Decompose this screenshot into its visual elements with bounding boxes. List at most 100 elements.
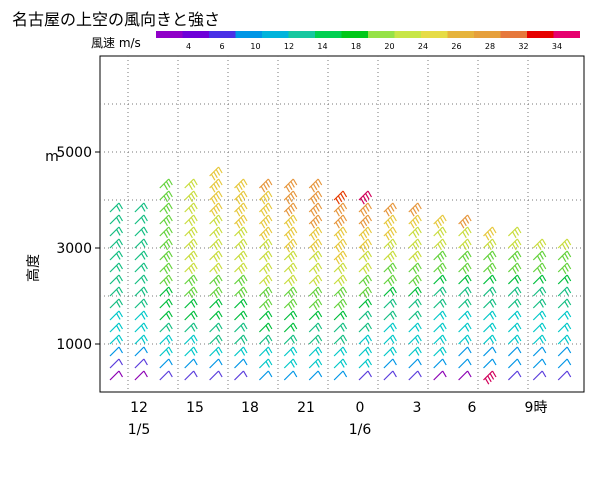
barb-feather	[367, 202, 373, 210]
barb-feather	[140, 277, 146, 284]
barb-feather	[392, 286, 397, 294]
barb-feather	[417, 358, 422, 366]
x-tick-label: 3	[413, 400, 422, 416]
barb-shaft	[358, 370, 369, 381]
wind-barb	[507, 322, 522, 333]
barb-feather	[118, 202, 124, 210]
wind-barb	[283, 274, 298, 287]
barb-feather	[240, 349, 246, 356]
barb-shaft	[358, 298, 369, 309]
barb-feather	[365, 229, 370, 236]
wind-barb	[507, 310, 522, 321]
wind-barb	[109, 334, 124, 345]
barb-feather	[290, 181, 295, 188]
barb-feather	[143, 202, 148, 210]
wind-barb	[383, 322, 397, 333]
barb-feather	[514, 229, 520, 236]
barb-feather	[140, 229, 146, 236]
barb-feather	[290, 217, 295, 224]
barb-feather	[317, 214, 323, 222]
barb-feather	[467, 238, 472, 246]
barb-feather	[267, 226, 273, 234]
wind-barb	[507, 250, 522, 263]
barb-feather	[389, 349, 395, 356]
wind-barb	[234, 286, 248, 299]
barb-shaft	[333, 322, 344, 333]
barb-shaft	[333, 286, 344, 297]
barb-feather	[310, 221, 316, 229]
barb-feather	[168, 250, 173, 258]
wind-barb	[458, 334, 472, 345]
barb-feather	[417, 238, 422, 246]
barb-feather	[389, 241, 395, 248]
barb-feather	[312, 219, 318, 227]
wind-barb	[532, 346, 547, 357]
barb-feather	[218, 358, 223, 366]
barb-feather	[362, 243, 368, 251]
wind-barb	[109, 238, 124, 249]
barb-feather	[193, 250, 198, 258]
barb-feather	[190, 313, 196, 320]
barb-shaft	[483, 262, 493, 273]
barb-feather	[287, 207, 293, 215]
barb-feather	[143, 238, 148, 246]
barb-feather	[337, 231, 343, 239]
barb-shaft	[234, 286, 244, 297]
barb-feather	[340, 253, 345, 260]
barb-feather	[467, 250, 472, 258]
wind-barb	[258, 298, 273, 311]
barb-shaft	[209, 262, 220, 273]
barb-feather	[389, 301, 395, 308]
barb-feather	[210, 197, 216, 205]
wind-barb	[258, 370, 273, 381]
barb-feather	[240, 229, 246, 236]
barb-feather	[265, 181, 271, 188]
wind-barb	[283, 190, 298, 205]
barb-feather	[541, 310, 547, 318]
barb-shaft	[433, 286, 444, 297]
barb-feather	[116, 289, 121, 296]
barb-feather	[389, 325, 395, 332]
barb-shaft	[134, 346, 145, 357]
barb-shaft	[458, 370, 469, 381]
wind-barb	[234, 334, 248, 345]
barb-feather	[292, 286, 298, 294]
barb-feather	[163, 231, 169, 239]
wind-barb	[258, 310, 273, 321]
barb-feather	[536, 255, 542, 263]
wind-barb	[209, 166, 223, 181]
barb-feather	[365, 205, 370, 212]
barb-feather	[140, 313, 146, 320]
barb-feather	[143, 346, 148, 354]
barb-shaft	[433, 358, 444, 369]
barb-feather	[566, 346, 572, 354]
barb-feather	[317, 334, 323, 342]
barb-feather	[414, 253, 420, 260]
barb-shaft	[532, 334, 543, 345]
barb-feather	[342, 238, 348, 246]
barb-shaft	[557, 274, 568, 285]
barb-feather	[317, 358, 323, 366]
barb-feather	[165, 193, 171, 200]
barb-feather	[218, 166, 223, 174]
barb-feather	[263, 267, 268, 275]
barb-feather	[193, 334, 198, 342]
barb-feather	[287, 231, 293, 239]
barb-shaft	[458, 334, 469, 345]
wind-barb	[358, 286, 373, 299]
barb-shaft	[507, 238, 518, 249]
barb-feather	[290, 241, 295, 248]
barb-feather	[193, 286, 198, 294]
barb-feather	[263, 303, 268, 311]
barb-feather	[340, 313, 345, 320]
barb-feather	[240, 253, 246, 260]
barb-feather	[312, 183, 318, 191]
barb-feather	[365, 277, 370, 284]
wind-barb	[333, 334, 348, 345]
wind-barb	[209, 358, 223, 369]
barb-shaft	[109, 298, 120, 309]
barb-feather	[491, 286, 497, 294]
wind-barb	[532, 250, 547, 263]
barb-feather	[385, 221, 390, 229]
barb-shaft	[258, 238, 269, 249]
